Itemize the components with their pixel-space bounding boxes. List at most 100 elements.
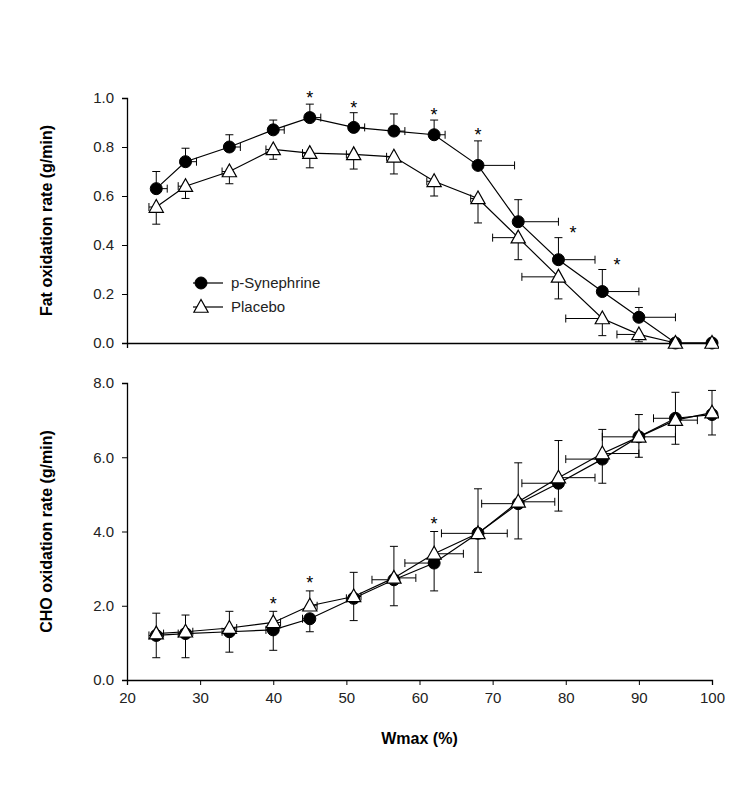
- error-cap: [225, 134, 233, 135]
- x-axis-line: [128, 344, 713, 349]
- error-cap: [390, 113, 398, 114]
- y-tick-mark: [122, 680, 127, 681]
- legend-marker: [194, 300, 208, 313]
- error-cap: [514, 259, 522, 260]
- x-error-cap: [415, 574, 416, 582]
- x-error-cap: [514, 161, 515, 169]
- x-tick: 30: [192, 680, 209, 706]
- x-error-cap: [565, 315, 566, 323]
- x-error-cap: [441, 529, 442, 537]
- error-cap: [635, 307, 643, 308]
- error-cap: [430, 590, 438, 591]
- y-tick: 0.2: [93, 285, 127, 302]
- x-error-cap: [236, 624, 237, 632]
- error-cap: [350, 620, 358, 621]
- series: [150, 104, 718, 349]
- series-line: [156, 118, 712, 343]
- x-error-cap: [178, 182, 179, 190]
- error-cap: [635, 341, 643, 342]
- x-tick-mark: [346, 680, 347, 685]
- x-error-cap: [240, 143, 241, 151]
- y-tick: 0.0: [93, 671, 127, 688]
- error-cap: [152, 657, 160, 658]
- y-tick-mark: [122, 606, 127, 607]
- error-cap: [635, 414, 643, 415]
- x-tick-label: 100: [700, 689, 725, 706]
- x-error-cap: [302, 149, 303, 157]
- y-axis-line: [122, 384, 128, 681]
- data-point: [428, 129, 440, 141]
- x-error-cap: [426, 177, 427, 185]
- x-error-bar: [522, 276, 559, 277]
- x-tick: 100: [700, 680, 725, 706]
- data-point: [552, 254, 564, 266]
- legend: p-SynephrinePlacebo: [193, 274, 320, 315]
- x-tick-mark: [273, 680, 274, 685]
- x-error-cap: [148, 203, 149, 211]
- error-cap: [554, 440, 562, 441]
- x-error-cap: [616, 330, 617, 338]
- data-point: [668, 336, 682, 349]
- error-cap: [708, 390, 716, 391]
- x-error-cap: [167, 185, 168, 193]
- significance-marker: *: [431, 105, 438, 125]
- data-point: [303, 146, 317, 159]
- data-point: [387, 149, 401, 162]
- x-error-cap: [364, 123, 365, 131]
- panel: 0.02.04.06.08.02030405060708090100CHO ox…: [38, 374, 725, 747]
- x-error-cap: [675, 313, 676, 321]
- x-error-cap: [697, 416, 698, 424]
- y-tick-label: 1.0: [93, 89, 114, 106]
- error-cap: [269, 159, 277, 160]
- error-cap: [430, 196, 438, 197]
- x-error-cap: [595, 256, 596, 264]
- y-tick-mark: [122, 196, 127, 197]
- data-point: [595, 446, 609, 459]
- x-error-cap: [595, 474, 596, 482]
- y-axis: 0.0 2.0 4.0 6.0 8.0: [93, 374, 127, 688]
- x-tick-mark: [639, 680, 640, 685]
- y-tick-label: 0.0: [93, 334, 114, 351]
- data-point: [511, 230, 525, 243]
- data-point: [348, 121, 360, 133]
- data-point: [596, 286, 608, 298]
- y-tick-label: 4.0: [93, 523, 114, 540]
- y-tick: 6.0: [93, 449, 127, 466]
- data-point: [266, 615, 280, 628]
- plot-marks: [149, 390, 719, 657]
- error-cap: [671, 392, 679, 393]
- y-tick-label: 0.0: [93, 671, 114, 688]
- data-point: [223, 141, 235, 153]
- x-error-cap: [265, 145, 266, 153]
- x-error-cap: [463, 550, 464, 558]
- error-cap: [598, 269, 606, 270]
- data-point: [705, 405, 719, 418]
- chart-canvas: 0.00.20.40.60.81.0Fat oxidation rate (g/…: [0, 0, 734, 790]
- y-tick-label: 0.4: [93, 236, 114, 253]
- y-tick: 2.0: [93, 597, 127, 614]
- data-point: [427, 546, 441, 559]
- y-tick-mark: [122, 98, 127, 99]
- significance-marker: *: [270, 594, 277, 614]
- error-cap: [598, 483, 606, 484]
- x-error-cap: [404, 127, 405, 135]
- plot-marks: [149, 104, 719, 349]
- data-point: [511, 494, 525, 507]
- y-axis-title: CHO oxidation rate (g/min): [38, 430, 55, 633]
- x-tick: 90: [631, 680, 648, 706]
- y-tick-mark: [122, 532, 127, 533]
- data-point: [222, 621, 236, 634]
- x-error-cap: [196, 158, 197, 166]
- error-cap: [390, 173, 398, 174]
- y-tick-label: 0.8: [93, 138, 114, 155]
- error-cap: [514, 199, 522, 200]
- data-point: [347, 589, 361, 602]
- data-point: [387, 570, 401, 583]
- data-point: [512, 216, 524, 228]
- x-error-cap: [554, 498, 555, 506]
- data-point: [633, 311, 645, 323]
- y-tick-label: 8.0: [93, 374, 114, 391]
- data-point: [388, 125, 400, 137]
- x-tick-label: 50: [339, 689, 356, 706]
- data-point: [149, 626, 163, 639]
